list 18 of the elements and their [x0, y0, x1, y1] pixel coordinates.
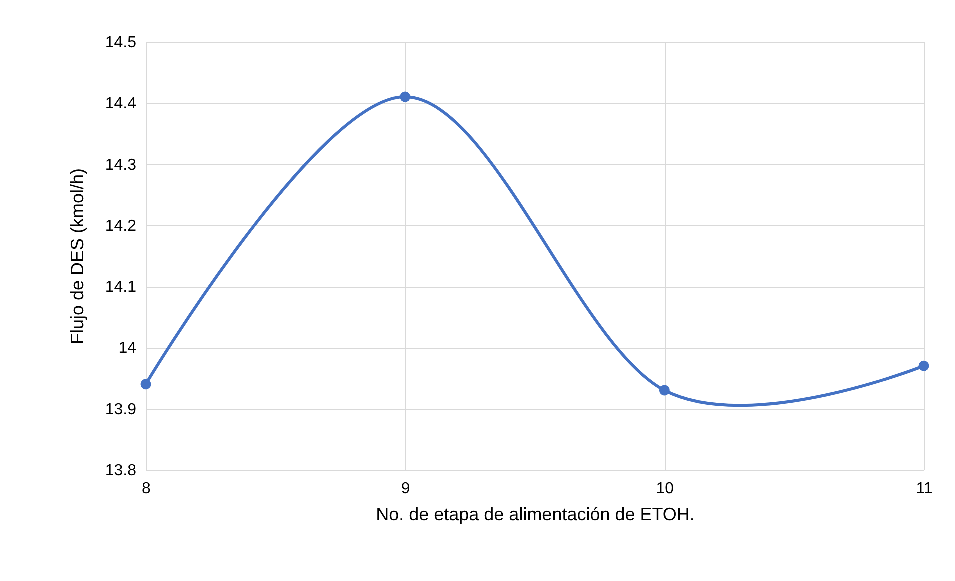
y-tick-label: 14 — [118, 340, 137, 358]
point — [659, 385, 670, 396]
y-tick-label: 14.2 — [105, 218, 137, 235]
y-axis-title: Flujo de DES (kmol/h) — [67, 168, 88, 345]
y-tick-label: 14.5 — [105, 34, 137, 52]
y-tick-label: 13.8 — [105, 462, 137, 480]
x-tick-label: 11 — [916, 480, 933, 498]
point — [140, 379, 152, 390]
x-axis-title: No. de etapa de alimentación de ETOH. — [376, 504, 695, 524]
x-tick-label: 10 — [656, 480, 674, 498]
x-tick-label: 9 — [401, 480, 410, 498]
point — [400, 92, 411, 102]
y-tick-label: 14.4 — [105, 96, 137, 113]
y-tick-label: 13.9 — [105, 401, 137, 418]
x-tick-label: 8 — [142, 480, 152, 498]
y-tick-label: 14.1 — [105, 279, 137, 296]
y-tick-label: 14.3 — [105, 156, 137, 174]
point — [918, 360, 930, 372]
